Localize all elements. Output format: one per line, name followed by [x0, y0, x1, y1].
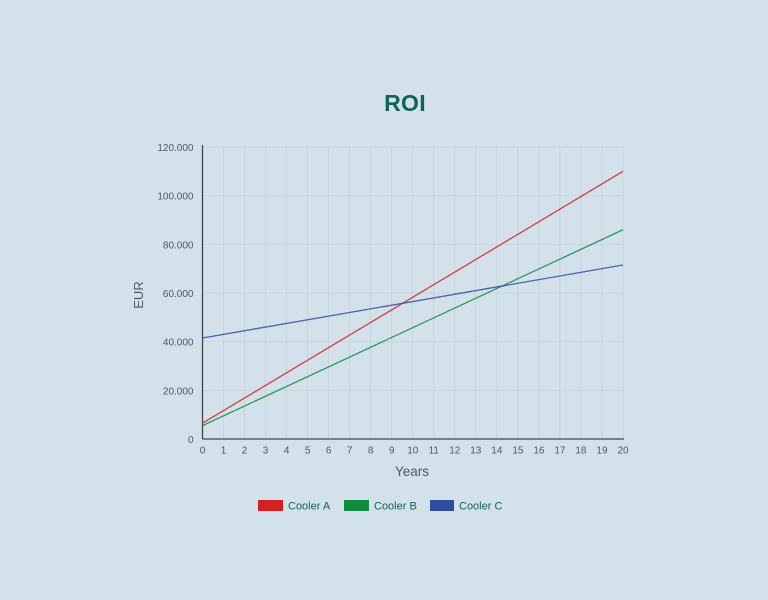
- svg-text:10: 10: [407, 446, 419, 457]
- svg-text:1: 1: [221, 446, 227, 457]
- svg-text:100.000: 100.000: [157, 192, 194, 203]
- svg-text:3: 3: [263, 446, 269, 457]
- svg-text:2: 2: [242, 446, 248, 457]
- svg-text:80.000: 80.000: [163, 240, 194, 251]
- svg-text:9: 9: [389, 446, 395, 457]
- svg-text:12: 12: [449, 446, 461, 457]
- svg-text:7: 7: [347, 446, 353, 457]
- svg-text:20.000: 20.000: [163, 386, 194, 397]
- svg-text:120.000: 120.000: [157, 143, 194, 154]
- svg-text:0: 0: [188, 435, 194, 446]
- svg-text:19: 19: [596, 446, 608, 457]
- svg-text:20: 20: [617, 446, 629, 457]
- svg-text:60.000: 60.000: [163, 289, 194, 300]
- svg-text:Cooler C: Cooler C: [459, 501, 502, 513]
- svg-text:8: 8: [368, 446, 374, 457]
- svg-text:17: 17: [554, 446, 566, 457]
- svg-text:11: 11: [429, 446, 440, 457]
- svg-text:15: 15: [512, 446, 524, 457]
- svg-text:EUR: EUR: [131, 281, 146, 308]
- svg-text:16: 16: [533, 446, 545, 457]
- svg-text:Cooler A: Cooler A: [288, 501, 331, 513]
- svg-text:Cooler B: Cooler B: [374, 501, 417, 513]
- svg-text:18: 18: [575, 446, 587, 457]
- svg-text:14: 14: [491, 446, 503, 457]
- svg-text:5: 5: [305, 446, 311, 457]
- svg-text:6: 6: [326, 446, 332, 457]
- svg-text:4: 4: [284, 446, 290, 457]
- svg-text:0: 0: [200, 446, 206, 457]
- svg-text:40.000: 40.000: [163, 338, 194, 349]
- svg-text:13: 13: [470, 446, 482, 457]
